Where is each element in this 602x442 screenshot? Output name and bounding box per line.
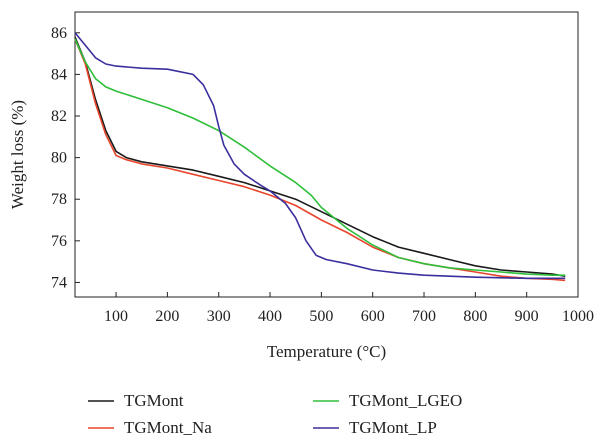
x-axis-ticks: 100 200 300 400 500 600 700 800 900 1000: [104, 292, 594, 325]
y-tick-label: 84: [51, 66, 67, 83]
plot-frame: [74, 11, 579, 298]
plot-area: 100 200 300 400 500 600 700 800 900 1000 74 76 78 80…: [51, 11, 594, 325]
x-axis-title: Temperature (°C): [267, 342, 386, 361]
x-tick-label: 900: [515, 308, 539, 325]
series-lines: [74, 32, 566, 282]
series-line-tgmont-lp: [74, 32, 566, 280]
legend: TGMont TGMont_LGEO TGMont_Na TGMont_LP: [88, 391, 462, 437]
series-line-tgmont-na: [74, 38, 566, 282]
y-axis-ticks: 74 76 78 80 82 84 86: [51, 25, 80, 291]
y-tick-label: 86: [51, 25, 67, 42]
y-tick-label: 74: [51, 274, 67, 291]
legend-label: TGMont_LP: [349, 418, 437, 437]
x-tick-label: 300: [207, 308, 231, 325]
x-tick-label: 500: [309, 308, 333, 325]
x-tick-label: 600: [361, 308, 385, 325]
x-tick-label: 100: [104, 308, 128, 325]
y-tick-label: 82: [51, 108, 67, 125]
series-line-tgmont: [74, 36, 566, 277]
legend-label: TGMont_LGEO: [349, 391, 462, 410]
x-tick-label: 400: [258, 308, 282, 325]
y-tick-label: 78: [51, 191, 67, 208]
x-tick-label: 1000: [562, 308, 594, 325]
x-tick-label: 700: [412, 308, 436, 325]
y-axis-title: Weight loss (%): [8, 100, 27, 209]
y-tick-label: 80: [51, 150, 67, 167]
x-tick-label: 800: [463, 308, 487, 325]
series-line-tgmont-lgeo: [74, 38, 566, 276]
y-tick-label: 76: [51, 233, 67, 250]
x-tick-label: 200: [155, 308, 179, 325]
legend-label: TGMont_Na: [124, 418, 212, 437]
legend-label: TGMont: [124, 391, 184, 410]
